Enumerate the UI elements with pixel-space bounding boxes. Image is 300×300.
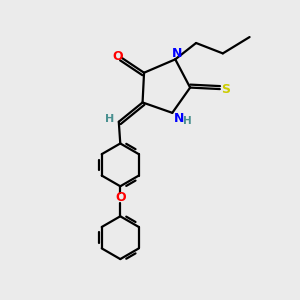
Text: O: O <box>115 191 126 204</box>
Text: N: N <box>172 47 182 61</box>
Text: O: O <box>112 50 123 63</box>
Text: S: S <box>221 82 230 96</box>
Text: H: H <box>105 114 115 124</box>
Text: H: H <box>183 116 192 126</box>
Text: N: N <box>174 112 184 125</box>
